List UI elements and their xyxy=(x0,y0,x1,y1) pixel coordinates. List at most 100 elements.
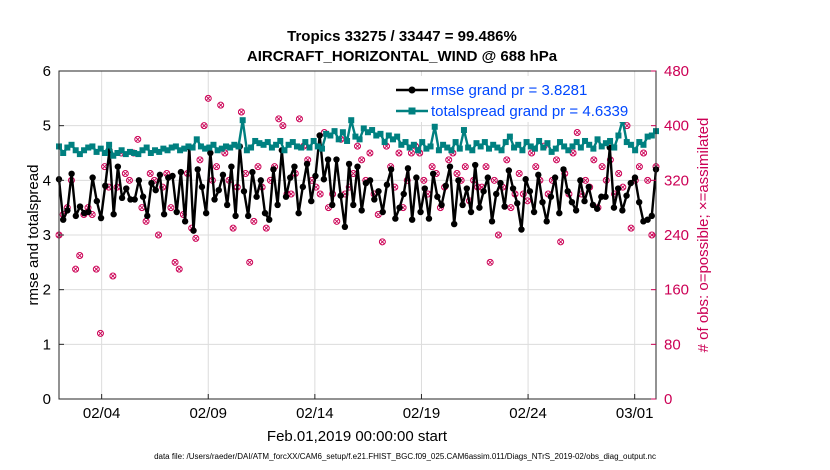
obs-possible-marker xyxy=(366,149,374,157)
rmse-point xyxy=(631,174,639,181)
rmse-point xyxy=(345,160,353,168)
totalspread-point xyxy=(218,145,225,152)
y-left-tick-label: 5 xyxy=(43,118,51,135)
obs-possible-marker xyxy=(92,265,100,273)
obs-possible-marker xyxy=(72,265,80,273)
totalspread-point xyxy=(486,145,493,152)
totalspread-point xyxy=(260,141,267,148)
obs-possible-marker xyxy=(640,149,648,157)
obs-assimilated-marker xyxy=(230,225,236,231)
totalspread-point xyxy=(160,145,167,152)
x-axis-label: Feb.01,2019 00:00:00 start xyxy=(267,428,448,445)
rmse-point xyxy=(379,208,386,216)
obs-possible-marker xyxy=(358,156,366,164)
obs-assimilated-marker xyxy=(251,218,257,224)
rmse-point xyxy=(408,216,416,223)
obs-assimilated-marker xyxy=(102,164,108,170)
obs-assimilated-marker xyxy=(533,164,539,170)
totalspread-point xyxy=(268,144,275,151)
rmse-point xyxy=(392,215,399,222)
obs-assimilated-marker xyxy=(367,150,373,156)
totalspread-point xyxy=(189,144,196,151)
rmse-point xyxy=(619,207,626,214)
totalspread-point xyxy=(473,140,480,147)
totalspread-point xyxy=(373,132,380,139)
totalspread-point xyxy=(465,144,472,151)
totalspread-point xyxy=(423,145,430,152)
rmse-point xyxy=(337,192,344,199)
totalspread-point xyxy=(577,144,584,151)
rmse-point xyxy=(543,218,550,225)
rmse-point xyxy=(413,174,420,181)
rmse-point xyxy=(442,182,449,189)
y-left-tick-label: 0 xyxy=(43,391,51,408)
obs-assimilated-marker xyxy=(218,102,224,108)
totalspread-point xyxy=(256,140,263,147)
rmse-point xyxy=(577,177,584,184)
totalspread-point xyxy=(348,117,355,124)
totalspread-point xyxy=(594,136,601,143)
rmse-point xyxy=(232,212,239,220)
obs-assimilated-marker xyxy=(495,232,501,238)
rmse-point xyxy=(266,216,273,223)
obs-assimilated-marker xyxy=(591,157,597,163)
obs-possible-marker xyxy=(275,115,283,123)
totalspread-point xyxy=(502,139,509,146)
obs-possible-marker xyxy=(204,94,212,102)
legend-spread-marker xyxy=(408,107,416,115)
rmse-point xyxy=(484,174,492,181)
obs-possible-marker xyxy=(428,163,436,171)
rmse-point xyxy=(387,166,395,173)
totalspread-point xyxy=(197,143,204,150)
rmse-point xyxy=(358,207,365,214)
totalspread-point xyxy=(565,147,572,154)
obs-possible-marker xyxy=(445,156,453,164)
totalspread-point xyxy=(93,148,100,155)
legend-rmse-marker xyxy=(408,86,416,94)
obs-assimilated-marker xyxy=(483,164,489,170)
rmse-point xyxy=(627,179,634,187)
rmse-point xyxy=(303,160,311,168)
rmse-point xyxy=(434,193,441,200)
totalspread-point xyxy=(448,147,455,154)
obs-possible-marker xyxy=(573,129,581,136)
totalspread-point xyxy=(85,144,92,151)
rmse-point xyxy=(459,201,466,209)
rmse-point xyxy=(270,166,277,173)
rmse-point xyxy=(589,201,597,209)
x-tick-label: 03/01 xyxy=(616,405,654,422)
rmse-point xyxy=(202,209,210,217)
y-right-tick-label: 160 xyxy=(664,282,689,299)
totalspread-point xyxy=(498,147,505,154)
totalspread-point xyxy=(152,147,159,154)
totalspread-point xyxy=(122,151,129,158)
totalspread-point xyxy=(143,144,150,151)
rmse-point xyxy=(518,226,525,233)
obs-assimilated-marker xyxy=(487,259,493,265)
rmse-point xyxy=(472,161,479,169)
totalspread-point xyxy=(356,136,363,143)
obs-possible-marker xyxy=(229,224,237,232)
obs-assimilated-marker xyxy=(168,205,174,211)
obs-possible-marker xyxy=(590,156,598,164)
obs-possible-marker xyxy=(461,163,469,171)
obs-assimilated-marker xyxy=(205,95,211,101)
rmse-point xyxy=(556,209,563,217)
obs-possible-marker xyxy=(316,190,324,198)
obs-possible-marker xyxy=(333,217,341,225)
totalspread-point xyxy=(64,144,71,151)
totalspread-point xyxy=(214,147,221,154)
y-left-tick-label: 6 xyxy=(43,63,51,80)
totalspread-point xyxy=(210,141,217,148)
totalspread-point xyxy=(118,147,125,154)
rmse-point xyxy=(421,185,428,192)
totalspread-point xyxy=(636,139,643,146)
obs-possible-marker xyxy=(121,170,129,177)
totalspread-point xyxy=(239,117,246,124)
x-tick-label: 02/19 xyxy=(403,405,441,422)
obs-assimilated-marker xyxy=(97,330,103,336)
obs-assimilated-marker xyxy=(135,136,141,142)
y-left-tick-label: 3 xyxy=(43,227,51,244)
obs-possible-marker xyxy=(528,149,536,157)
rmse-point xyxy=(539,199,546,206)
